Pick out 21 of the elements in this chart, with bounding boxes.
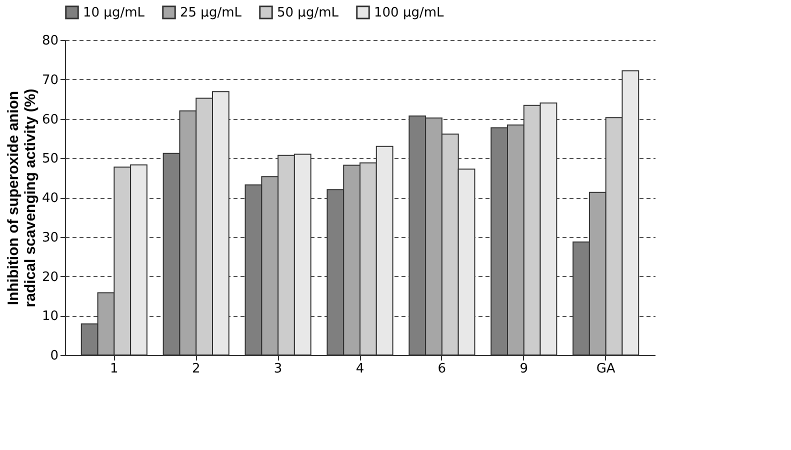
- y-tick-label: 80: [42, 34, 58, 48]
- x-tick-label: 3: [274, 362, 282, 376]
- y-tick-label: 30: [42, 230, 58, 246]
- legend-label: 25 µg/mL: [180, 5, 242, 20]
- y-tick-label: 60: [42, 112, 58, 128]
- x-tick-label: 6: [438, 362, 446, 376]
- legend-label: 10 µg/mL: [83, 5, 146, 20]
- y-tick-label: 0: [50, 348, 58, 364]
- legend-label: 100 µg/mL: [374, 5, 445, 20]
- y-tick-label: 70: [42, 72, 58, 88]
- x-tick-label: GA: [596, 362, 616, 376]
- x-tick-label: 2: [192, 362, 200, 376]
- y-axis-title: Inhibition of superoxide anion radical scavenging activity (%): [4, 88, 39, 308]
- y-tick-label: 40: [42, 191, 58, 206]
- y-tick-label: 20: [42, 270, 58, 285]
- x-tick-label: 9: [520, 362, 528, 376]
- y-tick-label: 50: [42, 152, 58, 167]
- x-tick-label: 1: [110, 362, 118, 376]
- y-tick-label: 10: [42, 309, 58, 324]
- x-tick-label: 4: [356, 362, 364, 376]
- legend-label: 50 µg/mL: [277, 5, 340, 20]
